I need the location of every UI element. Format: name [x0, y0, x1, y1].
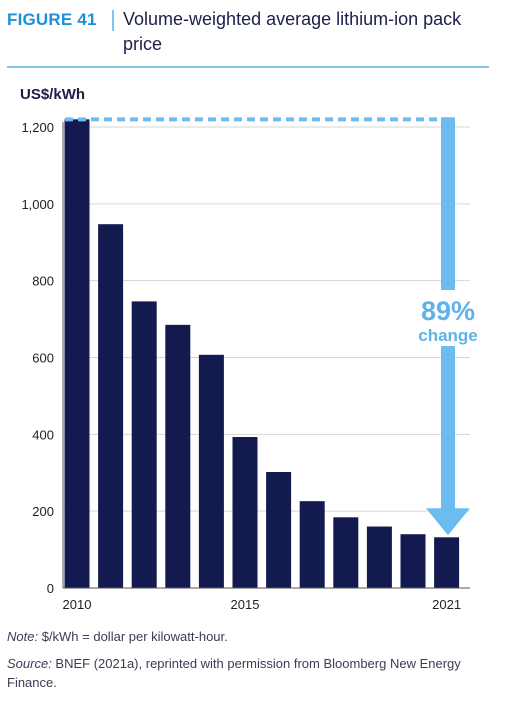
- source-label: Source:: [7, 656, 52, 671]
- bar-2018: [333, 517, 359, 588]
- bar-2016: [266, 471, 292, 588]
- x-tick-label: 2021: [432, 597, 461, 612]
- x-tick-label: 2015: [231, 597, 260, 612]
- bar-2014: [198, 354, 224, 588]
- chart-title: Volume-weighted average lithium-ion pack…: [123, 9, 462, 54]
- chart-source: Source: BNEF (2021a), reprinted with per…: [7, 654, 497, 692]
- y-tick-label: 1,200: [21, 120, 54, 135]
- annotation-background: [408, 290, 488, 346]
- header-divider: [112, 10, 114, 31]
- y-tick-label: 200: [32, 504, 54, 519]
- bar-chart: 0 200 400 600 800 1,000 1,200 2010 2015 2021 89%ch…: [21, 117, 488, 612]
- y-tick-label: 800: [32, 274, 54, 289]
- y-axis-unit: US$/kWh: [20, 86, 86, 103]
- y-tick-label: 1,000: [21, 197, 54, 212]
- y-tick-label: 600: [32, 351, 54, 366]
- note-text: $/kWh = dollar per kilowatt-hour.: [38, 629, 228, 644]
- bar-2013: [165, 324, 191, 588]
- bar-2015: [232, 437, 258, 588]
- x-tick-label: 2010: [63, 597, 92, 612]
- bar-2021: [434, 537, 460, 588]
- bar-2012: [131, 301, 157, 588]
- annotation-text: change: [418, 326, 478, 345]
- y-tick-label: 400: [32, 427, 54, 442]
- source-text: BNEF (2021a), reprinted with permission …: [7, 656, 461, 690]
- change-arrow-head: [426, 508, 470, 536]
- bar-2011: [98, 224, 124, 589]
- note-label: Note:: [7, 629, 39, 644]
- annotation-percent: 89%: [421, 296, 475, 326]
- figure-label: FIGURE 41: [7, 10, 97, 29]
- figure-header: FIGURE 41 Volume-weighted average lithiu…: [7, 6, 489, 68]
- bar-2017: [299, 501, 325, 588]
- chart-note: Note: $/kWh = dollar per kilowatt-hour.: [7, 629, 228, 644]
- bar-2019: [366, 526, 392, 588]
- bar-2020: [400, 534, 426, 588]
- bar-2010: [64, 119, 90, 589]
- y-tick-label: 0: [47, 581, 54, 596]
